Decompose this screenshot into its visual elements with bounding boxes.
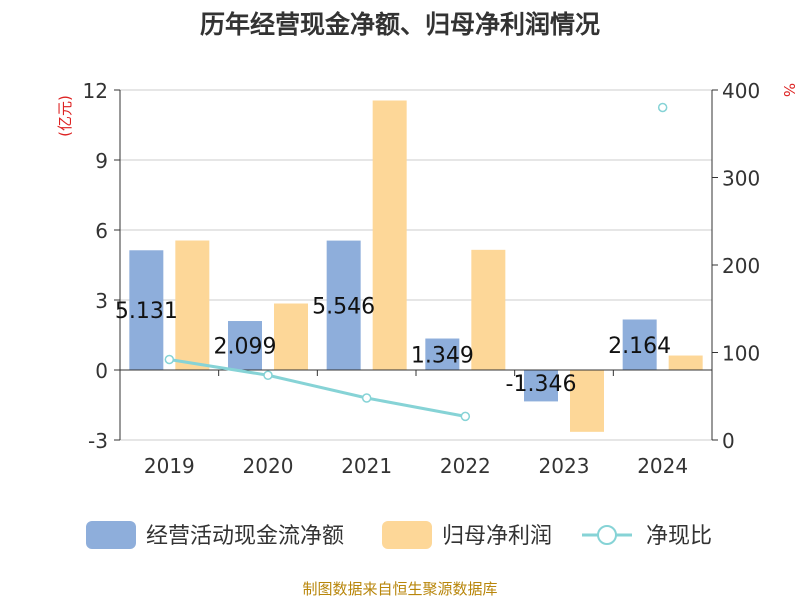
y-right-tick-label: 400 (722, 79, 760, 103)
y-left-tick-label: 0 (95, 359, 108, 383)
chart-title: 历年经营现金净额、归母净利润情况 (200, 10, 600, 39)
legend-marker (597, 525, 617, 545)
cashflow-data-label: 2.164 (608, 334, 671, 359)
y-axis-right-label: % (780, 83, 798, 97)
cashflow-data-label: 2.099 (214, 335, 277, 360)
x-tick-label: 2021 (341, 454, 392, 478)
ratio-point (361, 393, 372, 403)
y-right-tick-label: 100 (722, 342, 760, 366)
legend-label: 经营活动现金流净额 (146, 524, 344, 549)
ratio-line (164, 102, 668, 422)
x-tick-label: 2023 (539, 454, 590, 478)
cashflow-bar (622, 319, 657, 370)
legend-label: 净现比 (646, 524, 712, 549)
y-left-tick-label: -3 (88, 429, 108, 453)
legend-swatch (382, 521, 432, 549)
cashflow-data-label: -1.346 (506, 372, 577, 397)
gridlines (120, 89, 712, 441)
y-left-tick-label: 3 (95, 289, 108, 313)
legend-label: 归母净利润 (442, 524, 552, 549)
y-axis-left-label: (亿元) (56, 95, 74, 137)
net-profit-bar (274, 303, 308, 370)
ratio-line-segment (169, 358, 466, 418)
source-note: 制图数据来自恒生聚源数据库 (302, 580, 497, 598)
cashflow-bar (326, 240, 361, 370)
net-profit-bar (175, 240, 210, 370)
net-profit-bar (570, 370, 604, 432)
x-tick-label: 2022 (440, 454, 491, 478)
ratio-point (164, 354, 175, 365)
ratio-point (263, 370, 273, 380)
legend-item: 净现比 (582, 524, 712, 549)
cashflow-bar (228, 321, 262, 370)
y-left-tick-label: 6 (95, 219, 108, 243)
legend-item: 归母净利润 (382, 521, 552, 549)
y-left-tick-label: 9 (95, 149, 108, 173)
legend-swatch (86, 521, 136, 549)
cashflow-bar (524, 370, 558, 402)
y-right-tick-label: 0 (722, 429, 735, 453)
ratio-point (657, 102, 668, 113)
cashflow-data-label: 1.349 (411, 343, 474, 368)
x-tick-label: 2024 (637, 454, 688, 478)
net-profit-bar (471, 249, 506, 370)
cashflow-data-label: 5.131 (115, 299, 178, 324)
legend: 经营活动现金流净额 归母净利润 净现比 (86, 521, 712, 549)
x-tick-label: 2019 (144, 454, 195, 478)
y-left-tick-label: 12 (83, 79, 108, 103)
cashflow-bar (129, 250, 164, 370)
cashflow-bar (425, 338, 460, 370)
legend-item: 经营活动现金流净额 (86, 521, 344, 549)
cashflow-data-label: 5.546 (312, 294, 375, 319)
ratio-point (460, 411, 471, 422)
y-right-tick-label: 200 (722, 254, 760, 278)
net-profit-bar (668, 355, 703, 370)
x-tick-label: 2020 (243, 454, 294, 478)
bars (129, 100, 703, 432)
zero-line (119, 369, 713, 376)
bar-labels: 5.131 2.099 5.546 1.349 -1.346 2.164 (115, 294, 671, 397)
axes: -3 0 3 6 9 12 0 100 200 300 400 2019 2020 2021 2022 202… (83, 79, 761, 478)
net-profit-bar (372, 100, 407, 370)
y-right-tick-label: 300 (722, 167, 760, 191)
